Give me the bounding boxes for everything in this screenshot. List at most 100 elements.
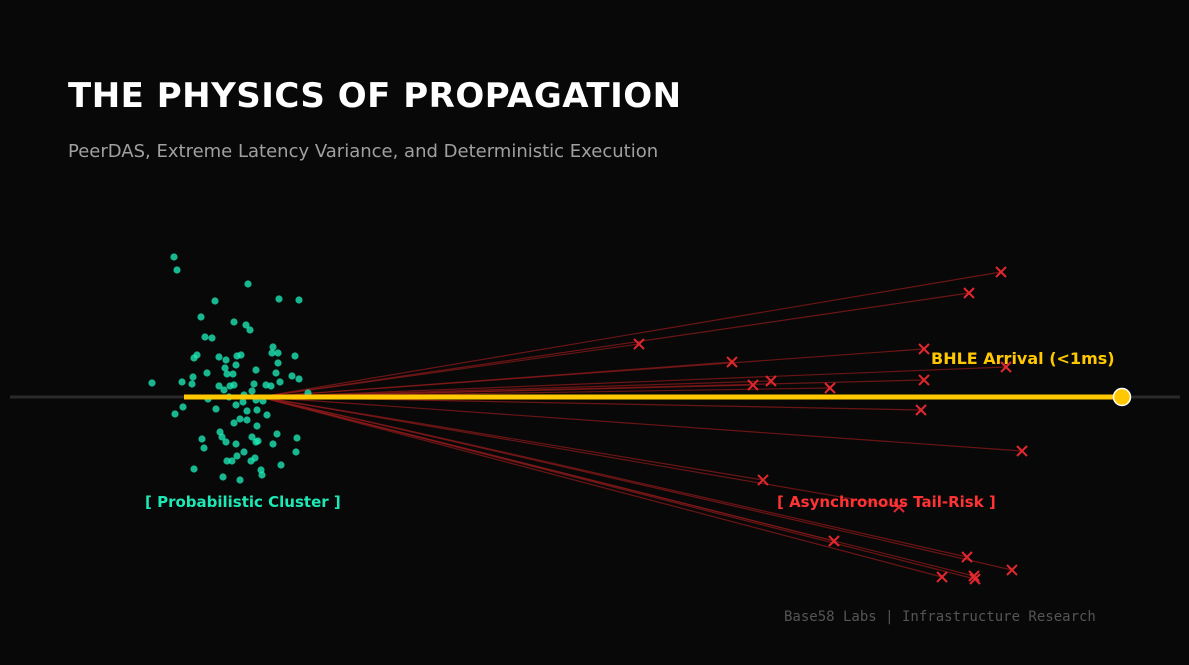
cluster-dot [215, 353, 223, 361]
cluster-dot [273, 430, 281, 438]
cluster-label: [ Probabilistic Cluster ] [145, 493, 341, 511]
tail-risk-line [259, 366, 1007, 398]
cluster-dot [230, 318, 238, 326]
cluster-dot [197, 313, 205, 321]
cluster-dot [253, 422, 261, 430]
cluster-dot [295, 296, 303, 304]
tail-risk-line [259, 396, 1023, 452]
tail-risk-markers [633, 266, 1028, 585]
cluster-dot [223, 370, 231, 378]
cluster-dot [218, 433, 226, 441]
cluster-dot [252, 366, 260, 374]
cluster-dot [292, 448, 300, 456]
cluster-dot [269, 440, 277, 448]
cluster-dot [223, 457, 231, 465]
cluster-dot [232, 440, 240, 448]
cluster-dot [268, 349, 276, 357]
cluster-dot [222, 356, 230, 364]
x-marker-icon [918, 343, 930, 355]
tail-risk-line [259, 343, 640, 398]
cluster-dot [188, 380, 196, 388]
cluster-dot [189, 373, 197, 381]
bhle-arrival-label: BHLE Arrival (<1ms) [931, 349, 1115, 368]
cluster-dot [272, 369, 280, 377]
cluster-dot [171, 410, 179, 418]
tail-risk-label: [ Asynchronous Tail-Risk ] [777, 493, 996, 511]
tail-risk-line [259, 396, 976, 580]
x-marker-icon [963, 287, 975, 299]
tail-risk-line [259, 396, 900, 508]
cluster-dot [233, 452, 241, 460]
cluster-dot [237, 351, 245, 359]
cluster-dot [247, 457, 255, 465]
cluster-dot [258, 471, 266, 479]
cluster-dot [244, 280, 252, 288]
tail-risk-line [259, 361, 733, 398]
cluster-dot [229, 370, 237, 378]
bhle-arrival-node [1112, 387, 1132, 407]
cluster-dot [295, 375, 303, 383]
cluster-dot [277, 461, 285, 469]
cluster-dot [232, 401, 240, 409]
cluster-dot [178, 378, 186, 386]
x-marker-icon [824, 382, 836, 394]
cluster-dot [230, 381, 238, 389]
cluster-dot [179, 403, 187, 411]
x-marker-icon [915, 404, 927, 416]
page-title: THE PHYSICS OF PROPAGATION [68, 76, 682, 116]
x-marker-icon [968, 570, 980, 582]
cluster-dot [219, 473, 227, 481]
cluster-dot [203, 369, 211, 377]
x-marker-icon [757, 474, 769, 486]
cluster-dot [242, 321, 250, 329]
cluster-dots [148, 253, 312, 484]
x-marker-icon [961, 551, 973, 563]
x-marker-icon [995, 266, 1007, 278]
cluster-dot [254, 437, 262, 445]
x-marker-icon [1016, 445, 1028, 457]
x-marker-icon [918, 374, 930, 386]
cluster-dot [248, 433, 256, 441]
tail-risk-line [259, 292, 970, 398]
cluster-dot [215, 382, 223, 390]
tail-risk-lines [259, 271, 1023, 580]
cluster-dot [236, 415, 244, 423]
cluster-dot [200, 444, 208, 452]
x-marker-icon [969, 573, 981, 585]
cluster-dot [221, 364, 229, 372]
cluster-dot [148, 379, 156, 387]
cluster-dot [263, 411, 271, 419]
cluster-dot [236, 476, 244, 484]
cluster-dot [239, 398, 247, 406]
cluster-dot [201, 333, 209, 341]
cluster-dot [232, 361, 240, 369]
x-marker-icon [747, 379, 759, 391]
cluster-dot [193, 351, 201, 359]
cluster-dot [230, 419, 238, 427]
x-marker-icon [936, 571, 948, 583]
cluster-dot [274, 349, 282, 357]
cluster-dot [269, 343, 277, 351]
cluster-dot [253, 406, 261, 414]
cluster-dot [243, 416, 251, 424]
x-marker-icon [1000, 361, 1012, 373]
cluster-dot [276, 378, 284, 386]
cluster-dot [250, 380, 258, 388]
x-marker-icon [828, 535, 840, 547]
cluster-dot [170, 253, 178, 261]
cluster-dot [228, 457, 236, 465]
cluster-dot [293, 434, 301, 442]
x-marker-icon [765, 375, 777, 387]
tail-risk-line [259, 396, 1013, 571]
footer-credit: Base58 Labs | Infrastructure Research [784, 609, 1096, 625]
cluster-dot [208, 334, 216, 342]
tail-risk-line [259, 396, 943, 578]
cluster-dot [243, 407, 251, 415]
cluster-dot [274, 359, 282, 367]
cluster-dot [222, 438, 230, 446]
cluster-dot [220, 386, 228, 394]
cluster-dot [212, 405, 220, 413]
cluster-dot [173, 266, 181, 274]
cluster-dot [267, 382, 275, 390]
tail-risk-line [259, 271, 1002, 398]
